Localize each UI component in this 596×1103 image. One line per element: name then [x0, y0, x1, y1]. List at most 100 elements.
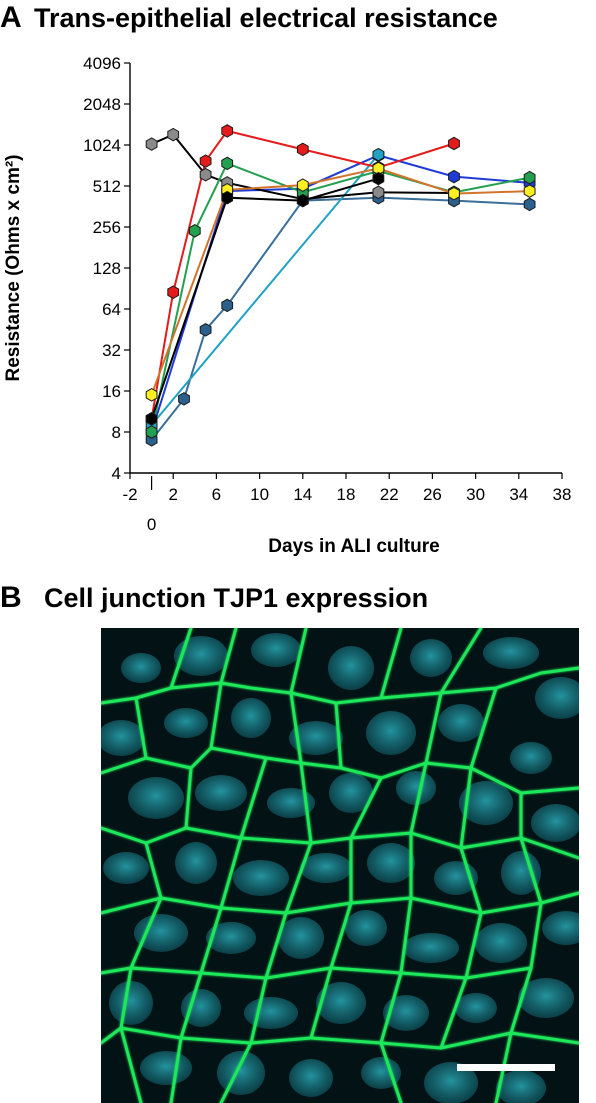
x-tick-label: 38: [553, 485, 572, 504]
x-tick-label: -2: [122, 485, 137, 504]
chart-title: Trans-epithelial electrical resistance: [34, 3, 498, 33]
data-point-s1: [178, 392, 190, 406]
micrograph-title: Cell junction TJP1 expression: [44, 583, 429, 613]
cell-nucleus: [459, 781, 513, 825]
cell-junction: [339, 691, 443, 780]
data-point-s8: [296, 193, 309, 208]
data-point-s4: [145, 137, 158, 151]
cell-nucleus: [424, 1062, 478, 1103]
data-point-s7: [296, 178, 309, 192]
cell-nucleus: [174, 636, 228, 676]
cell-nucleus: [403, 933, 459, 963]
y-tick-label: 4: [112, 464, 121, 483]
cell-nucleus: [181, 989, 221, 1027]
y-tick-label: 2048: [83, 95, 121, 114]
cell-nucleus: [231, 698, 271, 738]
cell-junction: [289, 628, 403, 705]
cell-nucleus: [251, 633, 301, 667]
x-tick-label: 14: [293, 485, 312, 504]
cell-nucleus: [103, 852, 149, 884]
y-tick-label: 8: [112, 423, 121, 442]
cell-nucleus: [510, 742, 552, 774]
cell-nucleus: [329, 773, 373, 813]
data-point-s8: [145, 412, 158, 426]
y-tick-label: 4096: [83, 54, 121, 73]
tjp1-micrograph: [101, 628, 579, 1103]
series-line-2: [150, 154, 530, 433]
cell-nucleus: [289, 1059, 333, 1097]
cell-junction: [101, 766, 193, 845]
y-tick-label: 128: [93, 259, 121, 278]
cell-nucleus: [175, 842, 217, 884]
cell-nucleus: [128, 777, 184, 819]
cell-nucleus: [535, 677, 579, 719]
cell-nucleus: [518, 978, 574, 1018]
cell-nucleus: [289, 721, 343, 755]
series-line-7: [150, 167, 530, 396]
panel-b-letter: B: [0, 581, 22, 614]
data-point-s6: [221, 156, 234, 171]
panel-a-letter: A: [0, 1, 22, 34]
cell-junction: [219, 628, 308, 695]
data-point-s7: [448, 186, 460, 201]
data-point-s7: [523, 184, 536, 198]
data-point-s4: [167, 127, 180, 142]
cell-nucleus: [345, 910, 387, 946]
cell-nucleus: [267, 788, 315, 818]
series-markers: [145, 124, 536, 447]
cell-nucleus: [233, 860, 289, 896]
cell-nucleus: [195, 775, 247, 811]
cell-nucleus: [300, 853, 352, 883]
cell-nucleus: [366, 711, 416, 755]
data-point-s1: [199, 323, 212, 337]
x-tick-label: 26: [423, 485, 442, 504]
cell-junctions: [101, 628, 579, 1103]
y-tick-label: 32: [102, 341, 121, 360]
x-ticks: -2 2 6 10 14 18 22 26 30 34 380: [122, 473, 571, 534]
cell-junction: [209, 691, 303, 765]
cell-nucleus: [361, 1057, 401, 1089]
data-point-s7: [145, 388, 158, 402]
y-tick-label: 16: [102, 382, 121, 401]
series-line-6: [150, 162, 530, 433]
data-point-s5: [221, 124, 234, 138]
y-tick-label: 256: [93, 218, 121, 237]
data-point-s1: [221, 298, 234, 313]
data-point-s6: [188, 224, 201, 238]
y-tick-label: 512: [93, 177, 121, 196]
cell-junction: [119, 1026, 143, 1103]
data-point-s6: [523, 170, 536, 185]
cell-nucleus: [101, 720, 145, 756]
data-point-s1: [523, 197, 536, 212]
cell-junction: [379, 1041, 403, 1103]
scale-bar: [457, 1064, 555, 1071]
x-tick-label: 2: [168, 485, 177, 504]
x-axis-title: Days in ALI culture: [268, 536, 439, 557]
data-point-s8: [372, 171, 385, 186]
cell-nucleus: [121, 653, 161, 683]
data-point-s3: [372, 147, 385, 162]
series-line-3: [150, 153, 380, 426]
x-tick-label-zero: 0: [147, 515, 156, 534]
data-point-s5: [199, 154, 212, 168]
cell-junction: [439, 666, 579, 695]
cell-nucleus: [316, 982, 366, 1024]
y-ticks: 4 8 16 32 64 128 256 512 1024 2048 4096: [83, 54, 130, 483]
cell-nucleus: [410, 639, 452, 677]
data-point-s5: [167, 285, 180, 299]
cell-nucleus: [455, 993, 497, 1023]
cell-nucleus: [278, 917, 324, 959]
cell-junction: [464, 891, 579, 980]
data-point-s6: [145, 425, 158, 439]
x-tick-label: 18: [337, 485, 356, 504]
chart-axes: [129, 63, 562, 474]
cell-junction: [219, 1041, 253, 1103]
y-tick-label: 1024: [83, 136, 121, 155]
data-point-s5: [296, 142, 309, 157]
y-tick-label: 64: [102, 300, 121, 319]
cell-nucleus: [475, 923, 527, 963]
cell-junction: [144, 681, 223, 770]
cell-nuclei: [101, 633, 579, 1103]
cell-nucleus: [244, 997, 298, 1029]
series-line-5: [150, 129, 455, 419]
